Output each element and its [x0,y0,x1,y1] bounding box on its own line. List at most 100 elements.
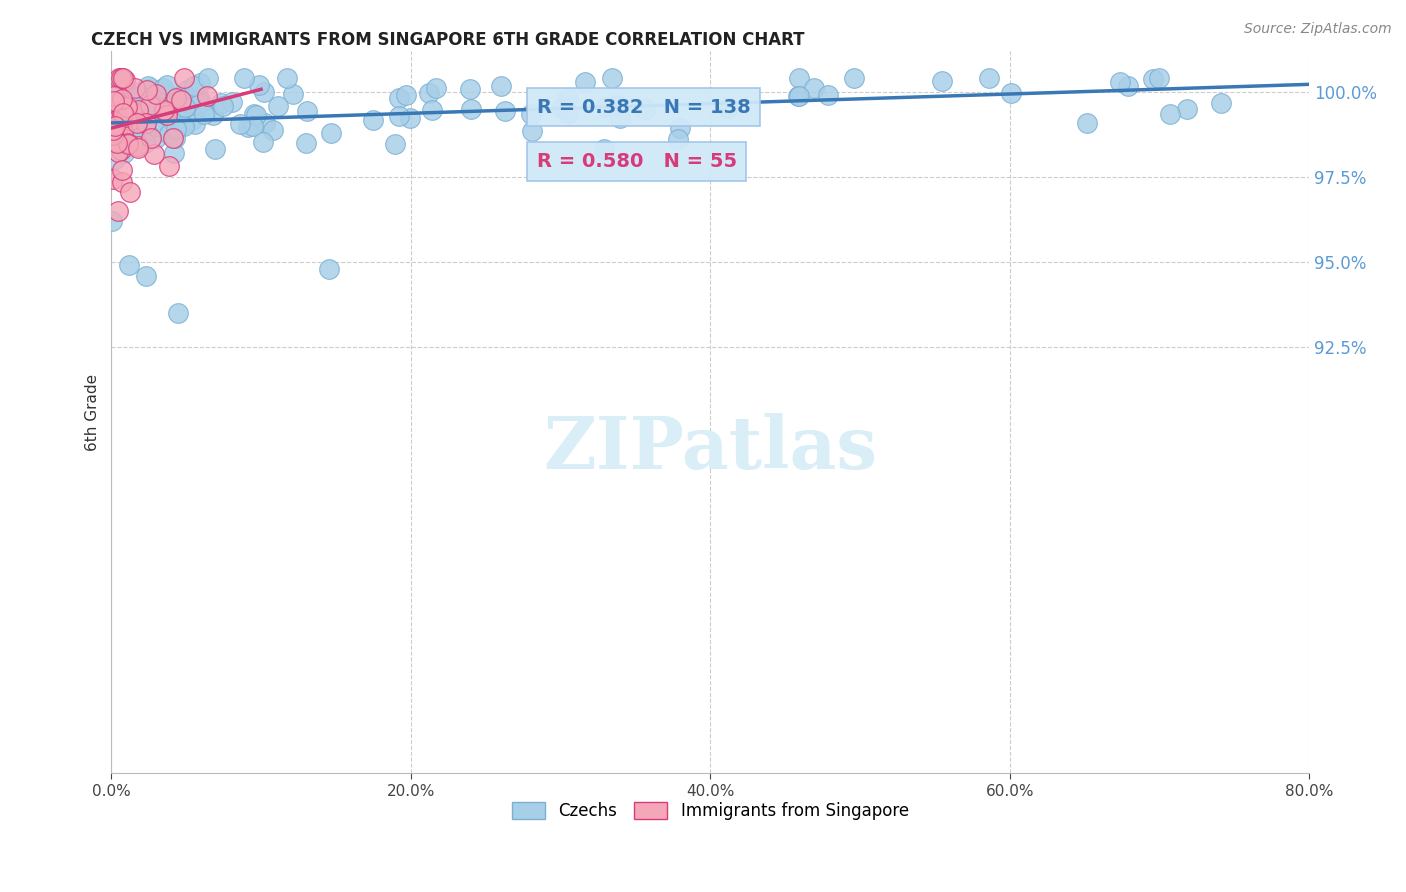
Point [114,73,136,87]
Point [817,87,839,102]
Point [124,102,146,116]
Point [134,136,156,151]
Legend: Czechs, Immigrants from Singapore: Czechs, Immigrants from Singapore [505,795,915,827]
Point [179,96,201,111]
Point [156,104,179,119]
Point [460,102,482,116]
Point [202,108,225,122]
Point [157,128,180,142]
Text: ZIPatlas: ZIPatlas [543,413,877,483]
Point [122,104,145,119]
Point [489,78,512,93]
Point [124,133,146,147]
Point [117,136,139,150]
Point [1076,116,1098,130]
Point [520,124,543,138]
Point [1159,107,1181,121]
Point [139,98,162,112]
Point [458,82,481,96]
Point [156,78,179,93]
Point [188,76,211,90]
Point [787,70,810,85]
Point [111,163,134,178]
Point [118,185,141,199]
Point [209,96,232,111]
Point [1175,102,1198,116]
Point [127,141,149,155]
Point [176,83,198,97]
Point [666,132,689,146]
Point [236,120,259,134]
Point [179,93,201,107]
Point [115,110,138,124]
Point [254,116,277,130]
Point [103,96,125,111]
Point [183,78,205,93]
Point [574,74,596,88]
Point [557,105,579,120]
Point [384,136,406,151]
Point [183,117,205,131]
Point [520,107,543,121]
Point [388,109,411,123]
Point [104,120,127,134]
Point [112,70,135,85]
Point [157,159,180,173]
Point [105,124,128,138]
Point [139,81,162,95]
Point [281,87,304,102]
Point [152,85,174,99]
Point [190,96,212,111]
Point [249,78,271,92]
Point [592,142,614,156]
Point [557,91,579,105]
Point [321,127,343,141]
Point [139,131,162,145]
Point [243,107,266,121]
Point [107,145,129,159]
Point [135,122,157,136]
Point [111,92,134,106]
Point [111,70,134,85]
Point [979,70,1001,85]
Point [145,130,167,145]
Point [388,91,411,105]
Point [242,120,264,134]
Point [124,81,146,95]
Point [153,103,176,118]
Point [318,261,340,276]
Point [173,119,195,133]
Point [252,85,274,99]
Point [252,135,274,149]
Point [118,259,141,273]
Point [111,121,134,136]
Point [162,130,184,145]
Point [167,306,190,320]
Point [165,90,187,104]
Point [117,136,139,151]
Point [101,128,124,143]
Point [609,111,631,125]
Point [108,94,131,108]
Point [105,134,128,148]
Point [156,114,179,128]
Point [108,97,131,112]
Point [195,88,218,103]
Point [418,86,440,100]
Point [803,81,825,95]
Point [111,119,134,133]
Point [136,78,159,93]
Point [221,95,243,109]
Point [129,88,152,103]
Point [1149,70,1171,85]
Point [111,107,134,121]
Point [1211,95,1233,110]
Point [110,120,132,135]
Text: Source: ZipAtlas.com: Source: ZipAtlas.com [1244,22,1392,37]
Point [110,96,132,111]
Point [842,70,865,85]
Point [131,84,153,98]
Point [103,95,125,109]
Point [105,112,128,127]
Point [787,89,810,103]
